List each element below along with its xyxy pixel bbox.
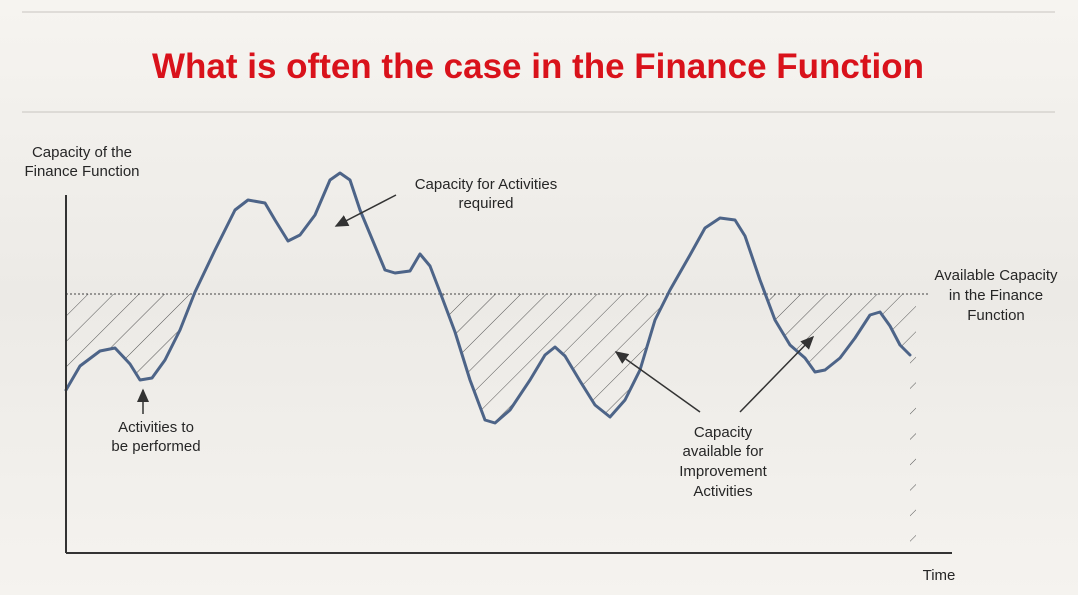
required-capacity-curve xyxy=(64,171,912,425)
annotation: Available Capacity in the Finance Function xyxy=(934,267,1058,324)
annotation: Capacity for Activities required xyxy=(415,176,558,212)
y-axis-label: Capacity of the Finance Function xyxy=(24,144,139,180)
hatched-capacity xyxy=(66,294,916,554)
arrow xyxy=(739,335,815,413)
arrow xyxy=(334,194,397,227)
annotation: Activities to be performed xyxy=(111,419,200,455)
annotation: Capacity available for Improvement Activiti… xyxy=(679,424,767,500)
arrow xyxy=(614,351,701,413)
x-axis-label: Time xyxy=(923,567,956,584)
title: What is often the case in the Finance Fu… xyxy=(152,47,924,86)
